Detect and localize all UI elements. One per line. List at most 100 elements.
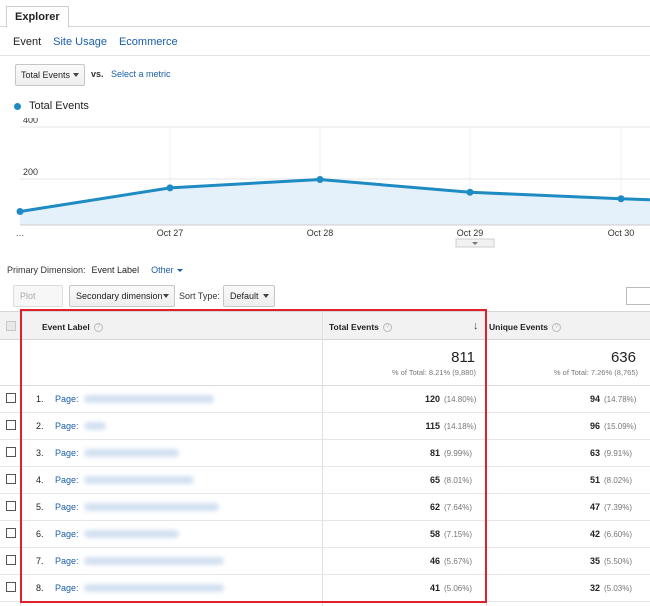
table-row: 7. Page: 46 (5.67%) 35 (5.50%) xyxy=(0,548,650,575)
row-unique-events-percent: (8.02%) xyxy=(604,476,633,485)
row-total-events-percent: (9.99%) xyxy=(444,449,473,458)
header-event-label-text: Event Label xyxy=(42,322,90,332)
row-event-label[interactable]: Page: xyxy=(55,583,79,593)
row-checkbox[interactable] xyxy=(6,555,16,565)
row-total-events-percent: (14.18%) xyxy=(444,422,477,431)
subtab-site-usage[interactable]: Site Usage xyxy=(53,36,107,48)
report-tabstrip: Explorer xyxy=(0,0,650,28)
row-unique-events-percent: (15.09%) xyxy=(604,422,637,431)
redacted-label-text xyxy=(84,584,224,592)
row-total-events: 41 xyxy=(429,583,440,593)
row-total-events: 81 xyxy=(429,448,440,458)
plot-rows-button[interactable]: Plot Rows xyxy=(13,285,63,321)
select-metric-link[interactable]: Select a metric xyxy=(111,69,171,79)
total-events-chart: 400 200 … Oct 27 Oct 28 Oct 29 Oct 30 xyxy=(16,118,650,248)
data-point[interactable] xyxy=(16,208,24,215)
row-index: 7. xyxy=(36,556,44,566)
row-index: 5. xyxy=(36,502,44,512)
unique-events-percent-of-total: % of Total: 7.26% (8,765) xyxy=(553,368,638,377)
x-tick-label: Oct 29 xyxy=(457,228,484,238)
table-row: 8. Page: 41 (5.06%) 32 (5.03%) xyxy=(0,575,650,602)
tab-explorer[interactable]: Explorer xyxy=(6,6,69,28)
row-checkbox[interactable] xyxy=(6,420,16,430)
row-checkbox[interactable] xyxy=(6,393,16,403)
table-row: 1. Page: 120 (14.80%) 94 (14.78%) xyxy=(0,386,650,413)
chevron-down-icon xyxy=(263,294,269,298)
help-icon[interactable]: ? xyxy=(382,323,392,333)
data-point[interactable] xyxy=(166,184,174,192)
data-point[interactable] xyxy=(466,188,474,196)
select-all-checkbox[interactable] xyxy=(6,321,16,331)
row-event-label[interactable]: Page: xyxy=(55,394,79,404)
primary-dimension-other[interactable]: Other xyxy=(151,265,183,275)
header-event-label[interactable]: Event Label? xyxy=(42,322,103,333)
row-unique-events: 42 xyxy=(589,529,600,539)
header-total-events[interactable]: Total Events? xyxy=(329,322,392,333)
row-unique-events-percent: (5.03%) xyxy=(604,584,633,593)
data-point[interactable] xyxy=(617,195,625,203)
help-icon[interactable]: ? xyxy=(93,323,103,333)
chevron-down-icon xyxy=(176,269,183,273)
row-checkbox[interactable] xyxy=(6,528,16,538)
y-tick-label: 200 xyxy=(23,167,38,177)
redacted-label-text xyxy=(84,503,219,511)
row-checkbox[interactable] xyxy=(6,447,16,457)
x-tick-label: Oct 27 xyxy=(157,228,184,238)
sort-descending-icon[interactable]: ↓ xyxy=(473,320,479,332)
x-tick-label: Oct 30 xyxy=(608,228,635,238)
row-checkbox[interactable] xyxy=(6,474,16,484)
row-event-label[interactable]: Page: xyxy=(55,448,79,458)
row-event-label[interactable]: Page: xyxy=(55,475,79,485)
row-index: 3. xyxy=(36,448,44,458)
legend-label: Total Events xyxy=(29,100,89,112)
row-total-events: 65 xyxy=(429,475,440,485)
row-unique-events: 32 xyxy=(589,583,600,593)
subtab-ecommerce[interactable]: Ecommerce xyxy=(118,36,178,48)
header-total-events-text: Total Events xyxy=(329,322,379,332)
row-event-label[interactable]: Page: xyxy=(55,421,79,431)
sort-type-select[interactable]: Default xyxy=(223,285,275,307)
metric-select-value: Total Events xyxy=(21,70,71,80)
y-tick-label: 400 xyxy=(23,118,38,125)
row-total-events-percent: (5.67%) xyxy=(444,557,473,566)
row-total-events: 46 xyxy=(429,556,440,566)
row-total-events-percent: (7.15%) xyxy=(444,530,473,539)
subtab-event[interactable]: Event xyxy=(13,36,42,48)
series-line xyxy=(19,178,650,213)
chevron-down-icon xyxy=(73,73,79,77)
row-checkbox[interactable] xyxy=(6,501,16,511)
row-event-label[interactable]: Page: xyxy=(55,529,79,539)
x-tick-label: Oct 28 xyxy=(307,228,334,238)
data-point[interactable] xyxy=(316,176,324,184)
help-icon[interactable]: ? xyxy=(552,323,562,333)
sort-type-label: Sort Type: xyxy=(179,291,220,301)
row-event-label[interactable]: Page: xyxy=(55,556,79,566)
row-event-label[interactable]: Page: xyxy=(55,502,79,512)
row-total-events-percent: (8.01%) xyxy=(444,476,473,485)
row-checkbox[interactable] xyxy=(6,582,16,592)
subtab-divider xyxy=(0,55,650,56)
redacted-label-text xyxy=(84,476,194,484)
table-totals-row: 811 % of Total: 8.21% (9,880) 636 % of T… xyxy=(0,340,650,386)
row-unique-events-percent: (9.91%) xyxy=(604,449,633,458)
explorer-subtabs: Event Site Usage Ecommerce xyxy=(13,36,178,48)
chart-legend: Total Events xyxy=(14,100,89,112)
table-row: 5. Page: 62 (7.64%) 47 (7.39%) xyxy=(0,494,650,521)
redacted-label-text xyxy=(84,557,224,565)
row-total-events-percent: (7.64%) xyxy=(444,503,473,512)
chevron-down-icon xyxy=(163,294,169,298)
column-divider xyxy=(322,311,323,606)
secondary-dimension-select[interactable]: Secondary dimension xyxy=(69,285,175,307)
table-row: 6. Page: 58 (7.15%) 42 (6.60%) xyxy=(0,521,650,548)
table-search-input[interactable] xyxy=(626,287,650,305)
row-unique-events: 94 xyxy=(589,394,600,404)
row-unique-events-percent: (6.60%) xyxy=(604,530,633,539)
redacted-label-text xyxy=(84,395,214,403)
row-total-events: 115 xyxy=(425,421,440,431)
metric-select[interactable]: Total Events xyxy=(15,64,85,86)
row-unique-events: 51 xyxy=(589,475,600,485)
table-header: Event Label? Total Events? ↓ Unique Even… xyxy=(0,311,650,340)
header-unique-events[interactable]: Unique Events? xyxy=(489,322,562,333)
primary-dimension-event-label[interactable]: Event Label xyxy=(91,265,140,275)
secondary-dimension-label: Secondary dimension xyxy=(76,291,163,301)
